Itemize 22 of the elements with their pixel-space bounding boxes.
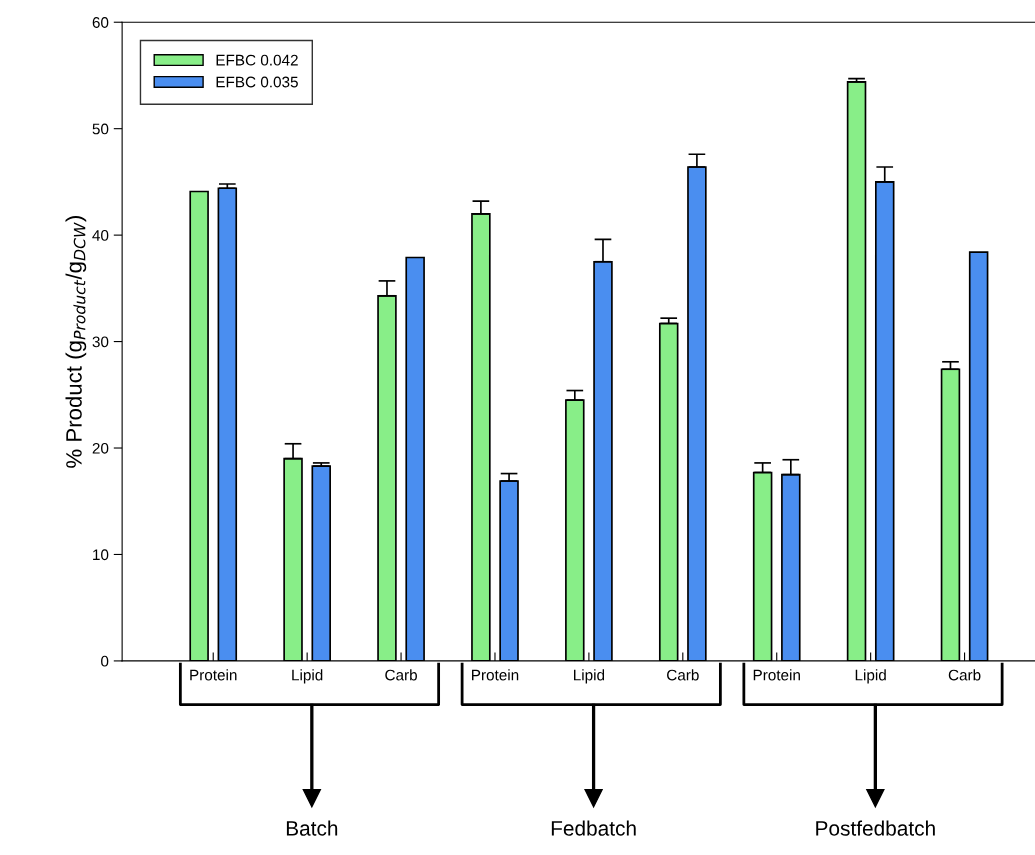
text: Batch <box>286 820 338 836</box>
legend-label: EFBC 0.035 <box>216 76 298 88</box>
legend-label: EFBC 0.042 <box>216 54 298 66</box>
x-tick-label: Protein <box>190 669 237 681</box>
y-tick-label: 20 <box>92 442 109 454</box>
y-tick-label: 10 <box>93 549 109 561</box>
y-tick-label: 30 <box>92 336 109 348</box>
text: Postfedbatch <box>816 820 935 836</box>
x-tick-label: Protein <box>472 669 519 681</box>
text: Fedbatch <box>551 820 636 836</box>
y-axis-title: % Product (g$_{Product}$/g$_{DCW}$) <box>65 216 87 468</box>
y-tick-label: 0 <box>101 655 109 667</box>
x-tick-label: Lipid <box>292 669 323 684</box>
x-tick-label: Protein <box>753 669 800 681</box>
y-tick-label: 40 <box>92 229 109 241</box>
x-tick-label: Lipid <box>574 669 605 684</box>
x-tick-label: Carb <box>385 669 417 681</box>
x-tick-label: Lipid <box>855 669 886 684</box>
x-tick-label: Carb <box>667 669 699 681</box>
y-tick-label: 50 <box>92 123 109 135</box>
x-tick-label: Carb <box>948 669 981 681</box>
y-tick-label: 60 <box>92 17 109 28</box>
